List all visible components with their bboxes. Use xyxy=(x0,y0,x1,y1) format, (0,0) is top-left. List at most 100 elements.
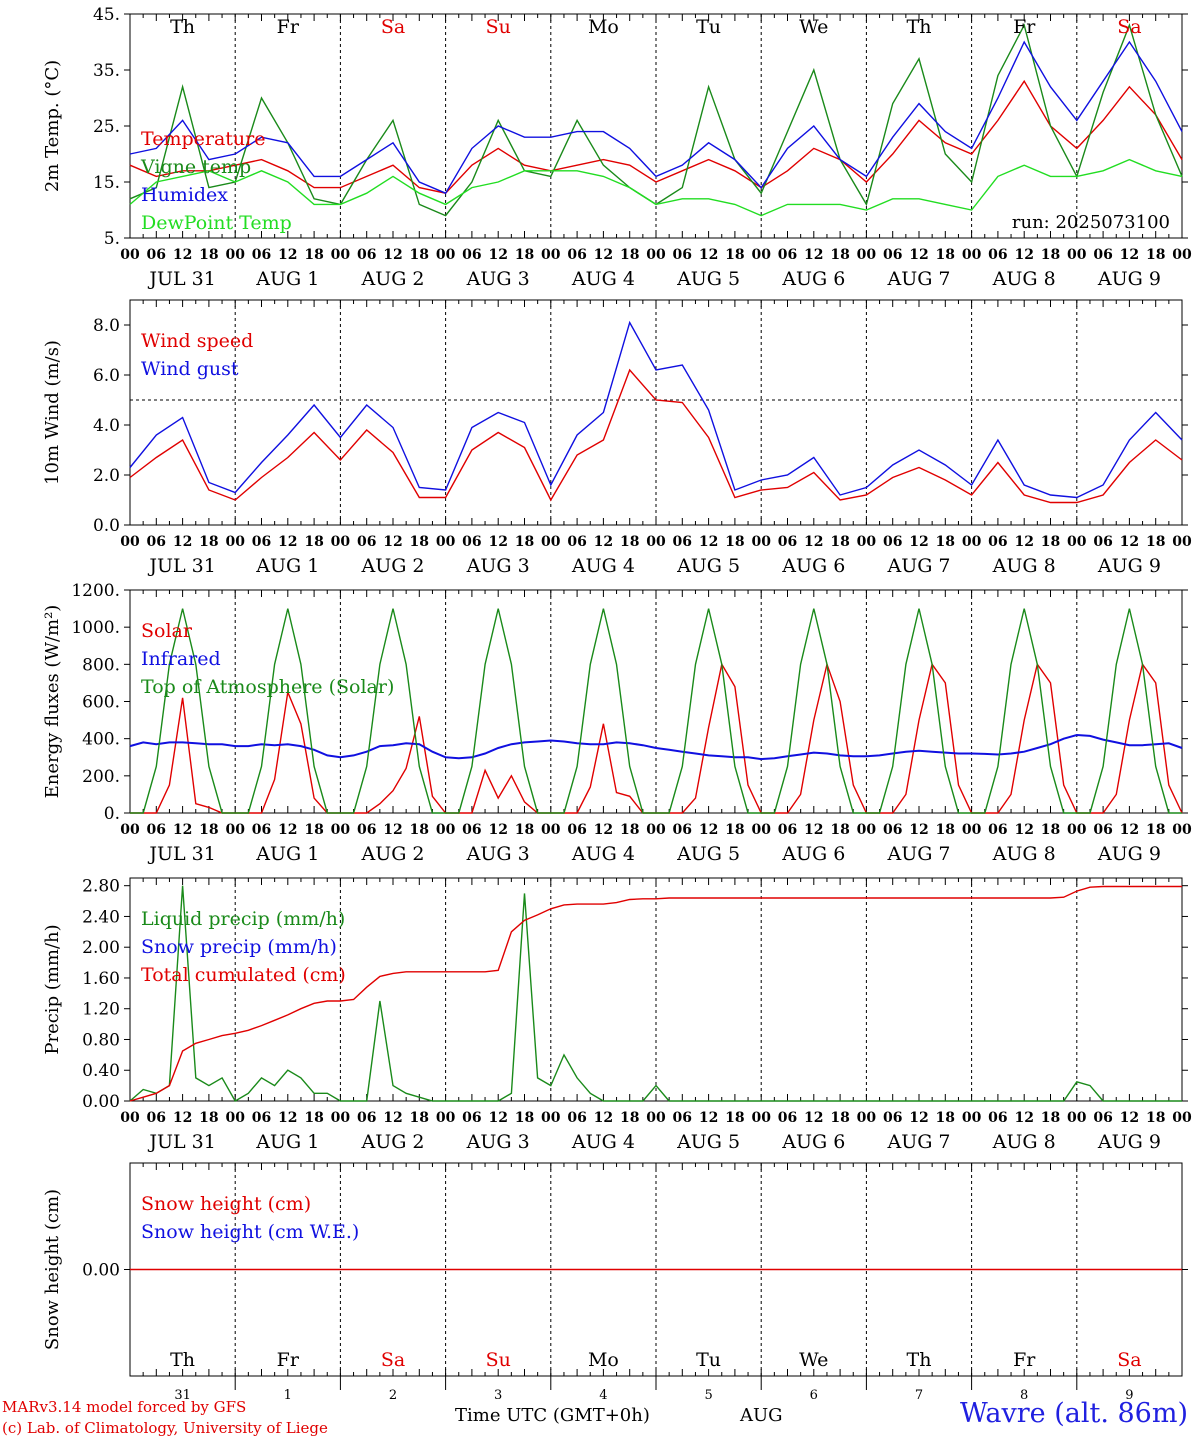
date-label: AUG 7 xyxy=(886,268,950,290)
day-label: Fr xyxy=(277,16,300,38)
y-axis-label: Snow height (cm) xyxy=(42,1189,63,1350)
y-tick-label: 2.80 xyxy=(82,877,120,897)
hour-tick-label: 00 xyxy=(541,247,561,263)
hour-tick-label: 18 xyxy=(725,534,744,550)
hour-tick-label: 06 xyxy=(778,1110,797,1126)
hour-tick-label: 12 xyxy=(278,534,297,550)
hour-tick-label: 00 xyxy=(751,247,771,263)
month-label: AUG xyxy=(740,1405,783,1426)
hour-tick-label: 18 xyxy=(1146,247,1165,263)
day-label-bottom: Sa xyxy=(1117,1349,1141,1371)
hour-tick-label: 06 xyxy=(252,822,271,838)
date-label: AUG 6 xyxy=(781,1131,845,1153)
hour-tick-label: 00 xyxy=(751,534,771,550)
hour-tick-label: 18 xyxy=(410,822,429,838)
hour-tick-label: 00 xyxy=(120,247,140,263)
hour-tick-label: 00 xyxy=(962,1110,982,1126)
y-tick-label: 2.00 xyxy=(82,938,120,958)
date-label: JUL 31 xyxy=(147,268,215,290)
hour-tick-label: 06 xyxy=(147,534,166,550)
y-axis-label: Precip (mm/h) xyxy=(42,924,63,1054)
hour-tick-label: 00 xyxy=(225,534,245,550)
x-axis-label: Time UTC (GMT+0h) xyxy=(455,1405,650,1426)
date-label: AUG 2 xyxy=(360,268,424,290)
hour-tick-label: 12 xyxy=(594,822,613,838)
y-tick-label: 400. xyxy=(82,730,120,750)
legend-entry: Top of Atmosphere (Solar) xyxy=(141,676,394,698)
series-line-infrared xyxy=(129,733,1183,761)
y-tick-label: 0. xyxy=(104,804,120,824)
date-label: AUG 2 xyxy=(360,843,424,865)
y-tick-label: 1.60 xyxy=(82,969,120,989)
hour-tick-label: 06 xyxy=(988,822,1007,838)
hour-tick-label: 12 xyxy=(173,1110,192,1126)
hour-tick-label: 06 xyxy=(252,534,271,550)
day-label-bottom: Th xyxy=(907,1349,932,1371)
hour-tick-label: 06 xyxy=(883,534,902,550)
date-label: JUL 31 xyxy=(147,843,215,865)
day-label: Sa xyxy=(1117,16,1141,38)
hour-tick-label: 00 xyxy=(1067,822,1087,838)
legend-entry: Solar xyxy=(141,620,193,642)
date-label: AUG 9 xyxy=(1097,843,1161,865)
series-line-dewpoint-temp xyxy=(129,158,1183,217)
legend-entry: Snow precip (mm/h) xyxy=(141,936,337,958)
series-line-temperature xyxy=(129,79,1183,194)
hour-tick-label: 12 xyxy=(488,1110,507,1126)
hour-tick-label: 00 xyxy=(541,534,561,550)
y-tick-label: 4.0 xyxy=(93,416,120,436)
hour-tick-label: 00 xyxy=(331,822,351,838)
hour-tick-label: 18 xyxy=(304,1110,323,1126)
hour-tick-label: 18 xyxy=(830,822,849,838)
hour-tick-label: 06 xyxy=(462,1110,481,1126)
hour-tick-label: 00 xyxy=(120,534,140,550)
hour-tick-label: 00 xyxy=(962,822,982,838)
hour-tick-label: 06 xyxy=(778,822,797,838)
hour-tick-label: 00 xyxy=(541,822,561,838)
hour-tick-label: 18 xyxy=(199,822,218,838)
day-label-bottom: Th xyxy=(170,1349,195,1371)
y-axis-label: Energy fluxes (W/m²) xyxy=(42,605,63,799)
hour-tick-label: 00 xyxy=(751,1110,771,1126)
date-label: AUG 4 xyxy=(571,843,635,865)
station-label: Wavre (alt. 86m) xyxy=(960,1398,1188,1429)
series-line-liquid-precip-mm-h- xyxy=(129,885,1182,1102)
date-label: AUG 6 xyxy=(781,268,845,290)
hour-tick-label: 00 xyxy=(1172,822,1192,838)
hour-tick-label: 00 xyxy=(857,247,877,263)
date-label: AUG 1 xyxy=(255,555,319,577)
y-tick-label: 0.00 xyxy=(82,1092,120,1112)
hour-tick-label: 18 xyxy=(936,247,955,263)
hour-tick-label: 18 xyxy=(830,247,849,263)
hour-tick-label: 18 xyxy=(1041,1110,1060,1126)
hour-tick-label: 00 xyxy=(857,534,877,550)
date-label: AUG 8 xyxy=(992,555,1056,577)
hour-tick-label: 18 xyxy=(1041,247,1060,263)
hour-tick-label: 06 xyxy=(357,1110,376,1126)
date-label: AUG 5 xyxy=(676,843,740,865)
legend-entry: Temperature xyxy=(141,128,265,150)
date-label: AUG 5 xyxy=(676,1131,740,1153)
date-label: AUG 8 xyxy=(992,1131,1056,1153)
day-label-bottom: We xyxy=(799,1349,828,1371)
hour-tick-label: 18 xyxy=(304,822,323,838)
hour-tick-label: 18 xyxy=(515,1110,534,1126)
hour-tick-label: 18 xyxy=(620,247,639,263)
day-label-bottom: Mo xyxy=(588,1349,619,1371)
hour-tick-label: 18 xyxy=(199,534,218,550)
hour-tick-label: 18 xyxy=(936,1110,955,1126)
hour-tick-label: 06 xyxy=(567,1110,586,1126)
hour-tick-label: 06 xyxy=(778,534,797,550)
date-label: AUG 3 xyxy=(466,268,530,290)
hour-tick-label: 12 xyxy=(488,534,507,550)
hour-tick-label: 18 xyxy=(410,247,429,263)
hour-tick-label: 06 xyxy=(147,247,166,263)
day-label-bottom: Tu xyxy=(696,1349,721,1371)
hour-tick-label: 00 xyxy=(857,822,877,838)
hour-tick-label: 18 xyxy=(725,822,744,838)
hour-tick-label: 00 xyxy=(646,822,666,838)
hour-tick-label: 12 xyxy=(173,534,192,550)
hour-tick-label: 12 xyxy=(278,822,297,838)
hour-tick-label: 12 xyxy=(909,534,928,550)
